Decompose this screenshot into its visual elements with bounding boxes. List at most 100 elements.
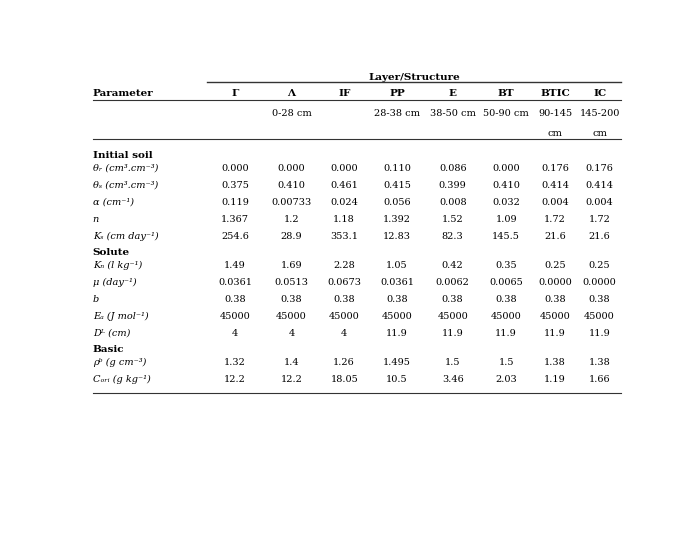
Text: 1.05: 1.05 xyxy=(386,261,408,270)
Text: 1.52: 1.52 xyxy=(441,215,464,224)
Text: 0.38: 0.38 xyxy=(495,295,517,304)
Text: μ (day⁻¹): μ (day⁻¹) xyxy=(93,278,136,287)
Text: 1.32: 1.32 xyxy=(224,358,246,367)
Text: 0.25: 0.25 xyxy=(544,261,566,270)
Text: θₛ (cm³.cm⁻³): θₛ (cm³.cm⁻³) xyxy=(93,181,158,190)
Text: 45000: 45000 xyxy=(329,312,360,321)
Text: 28-38 cm: 28-38 cm xyxy=(374,110,420,118)
Text: 0.008: 0.008 xyxy=(439,198,466,207)
Text: 0.38: 0.38 xyxy=(386,295,408,304)
Text: 1.69: 1.69 xyxy=(281,261,302,270)
Text: 11.9: 11.9 xyxy=(386,329,408,338)
Text: IC: IC xyxy=(593,90,606,98)
Text: n: n xyxy=(93,215,99,224)
Text: 0.056: 0.056 xyxy=(383,198,410,207)
Text: 0.410: 0.410 xyxy=(492,181,520,190)
Text: 21.6: 21.6 xyxy=(544,232,566,241)
Text: 21.6: 21.6 xyxy=(589,232,610,241)
Text: 0.0361: 0.0361 xyxy=(218,278,252,287)
Text: b: b xyxy=(93,295,99,304)
Text: 45000: 45000 xyxy=(276,312,307,321)
Text: Kₙ (l kg⁻¹): Kₙ (l kg⁻¹) xyxy=(93,261,142,270)
Text: 0.415: 0.415 xyxy=(383,181,411,190)
Text: cm: cm xyxy=(547,130,563,138)
Text: Dᴸ (cm): Dᴸ (cm) xyxy=(93,329,130,338)
Text: 1.18: 1.18 xyxy=(334,215,355,224)
Text: 45000: 45000 xyxy=(219,312,251,321)
Text: Γ: Γ xyxy=(231,90,239,98)
Text: Parameter: Parameter xyxy=(93,89,154,98)
Text: 0.000: 0.000 xyxy=(492,164,520,173)
Text: 11.9: 11.9 xyxy=(544,329,566,338)
Text: 4: 4 xyxy=(341,329,347,338)
Text: 11.9: 11.9 xyxy=(589,329,610,338)
Text: 0.176: 0.176 xyxy=(541,164,569,173)
Text: 90-145: 90-145 xyxy=(538,110,572,118)
Text: 0.25: 0.25 xyxy=(589,261,610,270)
Text: 0.35: 0.35 xyxy=(495,261,517,270)
Text: 0.399: 0.399 xyxy=(439,181,466,190)
Text: 0.42: 0.42 xyxy=(441,261,464,270)
Text: 45000: 45000 xyxy=(491,312,522,321)
Text: 0.461: 0.461 xyxy=(330,181,358,190)
Text: 0.38: 0.38 xyxy=(544,295,566,304)
Text: 28.9: 28.9 xyxy=(281,232,302,241)
Text: 0.000: 0.000 xyxy=(221,164,248,173)
Text: Λ: Λ xyxy=(287,90,295,98)
Text: Eₐ (J mol⁻¹): Eₐ (J mol⁻¹) xyxy=(93,312,148,321)
Text: 12.83: 12.83 xyxy=(383,232,411,241)
Text: Kₛ (cm day⁻¹): Kₛ (cm day⁻¹) xyxy=(93,232,158,241)
Text: 2.03: 2.03 xyxy=(495,375,517,384)
Text: 1.66: 1.66 xyxy=(589,375,610,384)
Text: 0.0513: 0.0513 xyxy=(275,278,309,287)
Text: 1.5: 1.5 xyxy=(498,358,514,367)
Text: 0.38: 0.38 xyxy=(224,295,246,304)
Text: 1.49: 1.49 xyxy=(224,261,246,270)
Text: PP: PP xyxy=(389,90,405,98)
Text: Basic: Basic xyxy=(93,345,124,354)
Text: 1.5: 1.5 xyxy=(445,358,460,367)
Text: Solute: Solute xyxy=(93,248,130,257)
Text: 0.000: 0.000 xyxy=(277,164,305,173)
Text: 0.410: 0.410 xyxy=(277,181,305,190)
Text: Initial soil: Initial soil xyxy=(93,151,152,160)
Text: 0.38: 0.38 xyxy=(442,295,464,304)
Text: 45000: 45000 xyxy=(437,312,468,321)
Text: 1.26: 1.26 xyxy=(334,358,355,367)
Text: 1.38: 1.38 xyxy=(544,358,566,367)
Text: 2.28: 2.28 xyxy=(334,261,355,270)
Text: 12.2: 12.2 xyxy=(280,375,302,384)
Text: 0.0673: 0.0673 xyxy=(327,278,361,287)
Text: 50-90 cm: 50-90 cm xyxy=(483,110,529,118)
Text: 0.0361: 0.0361 xyxy=(380,278,414,287)
Text: 11.9: 11.9 xyxy=(495,329,517,338)
Text: 11.9: 11.9 xyxy=(441,329,464,338)
Text: 0.00733: 0.00733 xyxy=(271,198,311,207)
Text: 1.495: 1.495 xyxy=(383,358,411,367)
Text: 0.38: 0.38 xyxy=(589,295,610,304)
Text: 1.367: 1.367 xyxy=(221,215,249,224)
Text: 1.72: 1.72 xyxy=(544,215,566,224)
Text: Layer/Structure: Layer/Structure xyxy=(368,72,459,82)
Text: 0.004: 0.004 xyxy=(585,198,613,207)
Text: IF: IF xyxy=(338,90,350,98)
Text: 0.0000: 0.0000 xyxy=(538,278,572,287)
Text: BT: BT xyxy=(498,90,514,98)
Text: 0.0000: 0.0000 xyxy=(583,278,617,287)
Text: 353.1: 353.1 xyxy=(330,232,358,241)
Text: 0.024: 0.024 xyxy=(330,198,358,207)
Text: 38-50 cm: 38-50 cm xyxy=(430,110,475,118)
Text: 0.0065: 0.0065 xyxy=(489,278,523,287)
Text: 0.004: 0.004 xyxy=(541,198,569,207)
Text: E: E xyxy=(448,90,457,98)
Text: θᵣ (cm³.cm⁻³): θᵣ (cm³.cm⁻³) xyxy=(93,164,158,173)
Text: Cₒᵣᵢ (g kg⁻¹): Cₒᵣᵢ (g kg⁻¹) xyxy=(93,375,150,384)
Text: 1.72: 1.72 xyxy=(589,215,610,224)
Text: 3.46: 3.46 xyxy=(441,375,464,384)
Text: 18.05: 18.05 xyxy=(330,375,358,384)
Text: 4: 4 xyxy=(289,329,295,338)
Text: cm: cm xyxy=(592,130,607,138)
Text: 0.110: 0.110 xyxy=(383,164,411,173)
Text: 1.4: 1.4 xyxy=(284,358,300,367)
Text: 0.38: 0.38 xyxy=(334,295,355,304)
